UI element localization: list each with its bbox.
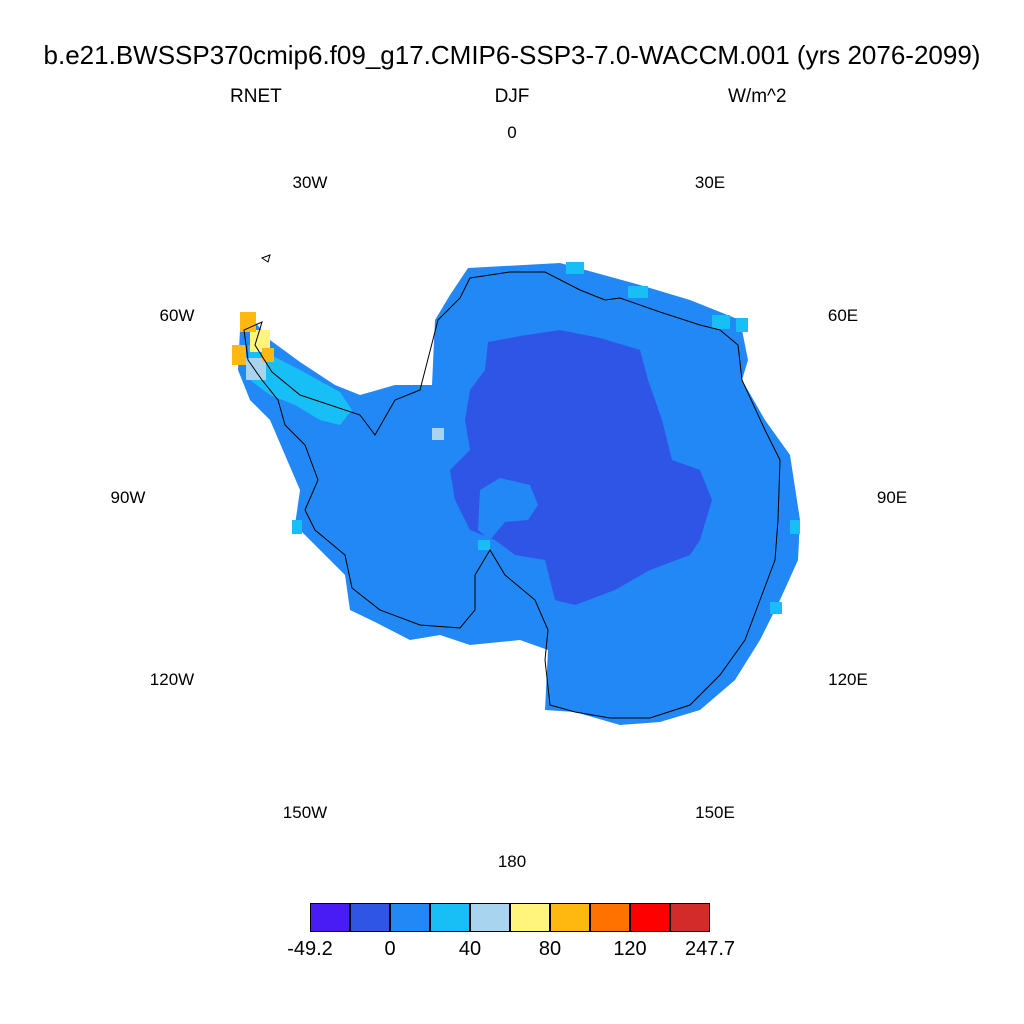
colorbar-label-120: 120 [613,938,647,960]
season-label: DJF [494,86,530,107]
interior-plateau [450,330,712,605]
coast-patch-1 [566,262,584,274]
variable-label: RNET [230,86,282,107]
lon-label-90e: 90E [876,488,908,507]
coast-patch-9 [478,540,490,550]
lon-label-150e: 150E [695,803,735,822]
island [260,254,271,263]
peninsula-orange-3 [262,348,274,362]
colorbar-box-2 [350,903,390,932]
colorbar-box-3 [390,903,430,932]
lon-label-0: 0 [507,123,517,142]
colorbar-label-0: 0 [384,938,396,960]
colorbar-box-6 [510,903,550,932]
coast-patch-5 [790,520,800,534]
peninsula-orange-1 [240,312,256,332]
peninsula-orange-2 [232,345,246,365]
lon-label-180: 180 [497,852,527,871]
coast-patch-3 [712,315,730,329]
colorbar-box-10 [670,903,710,932]
colorbar-label-40: 40 [458,938,482,960]
colorbar-box-9 [630,903,670,932]
embayment [478,478,538,540]
peninsula-cyan [248,345,352,425]
lon-label-30w: 30W [292,173,328,192]
lon-label-30e: 30E [694,173,726,192]
colorbar-label-min: -49.2 [287,938,333,960]
coast-patch-6 [770,602,782,614]
coast-patch-8 [432,428,444,440]
figure-title: b.e21.BWSSP370cmip6.f09_g17.CMIP6-SSP3-7… [43,40,981,70]
coast-patch-7 [292,520,302,534]
colorbar-box-4 [430,903,470,932]
lon-label-60e: 60E [827,306,859,325]
colorbar-label-80: 80 [538,938,562,960]
lon-label-120e: 120E [828,670,868,689]
colorbar-box-7 [550,903,590,932]
units-label: W/m^2 [728,86,787,107]
colorbar-box-5 [470,903,510,932]
colorbar-box-8 [590,903,630,932]
lon-label-90w: 90W [110,488,146,507]
coast-patch-2 [628,286,648,298]
colorbar-box-1 [310,903,350,932]
lon-label-60w: 60W [159,306,195,325]
colorbar-label-max: 247.7 [684,938,736,960]
lon-label-150w: 150W [282,803,328,822]
lon-label-120w: 120W [149,670,195,689]
coastline [243,271,781,719]
peninsula-yellow [250,330,270,352]
coast-patch-4 [736,318,748,332]
